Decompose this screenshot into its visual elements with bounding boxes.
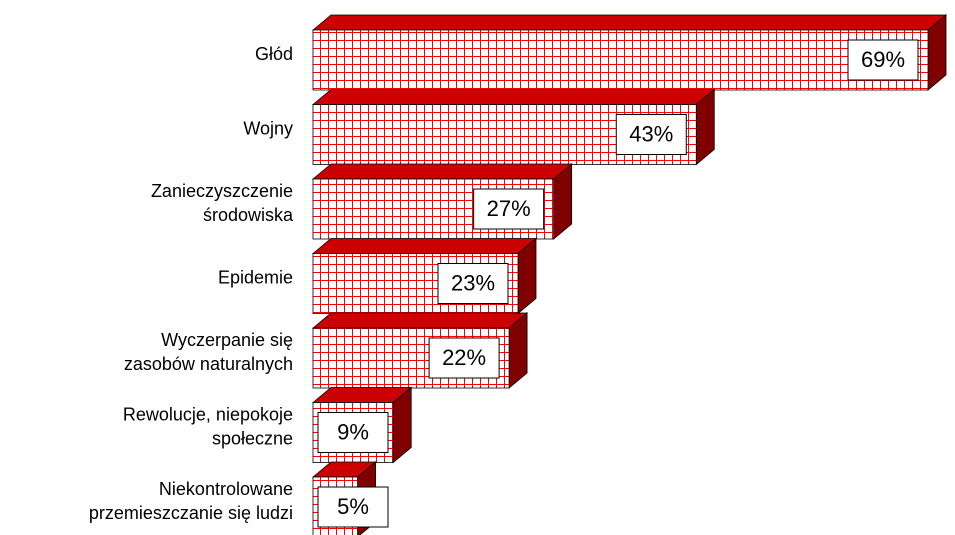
value-label-box	[473, 188, 545, 230]
value-label: 27%	[487, 196, 531, 221]
category-label: Zanieczyszczenie środowiska	[151, 181, 294, 225]
category-label: Rewolucje, niepokoje społeczne	[123, 404, 293, 448]
value-label: 9%	[337, 419, 369, 444]
category-label: Wojny	[243, 118, 293, 138]
value-label: 69%	[861, 47, 905, 72]
bar-top	[311, 163, 573, 180]
bar-top	[311, 238, 538, 254]
category-label: Epidemie	[218, 267, 293, 287]
bar-top	[311, 14, 948, 31]
bar-top	[311, 89, 716, 105]
value-label: 22%	[442, 345, 486, 370]
value-label: 5%	[337, 494, 369, 519]
value-label-box	[317, 412, 389, 453]
value-label-box	[428, 337, 500, 379]
value-label-box	[317, 486, 389, 528]
category-label: Niekontrolowane przemieszczanie się ludzi	[89, 479, 293, 523]
value-label: 43%	[629, 121, 673, 146]
value-label-box	[437, 263, 509, 304]
category-label: Głód	[255, 44, 293, 64]
bar-top	[311, 312, 529, 329]
value-label-box	[847, 39, 919, 81]
bar	[312, 29, 929, 91]
category-label: Wyczerpanie się zasobów naturalnych	[124, 330, 293, 374]
value-label-box	[615, 114, 687, 155]
value-label: 23%	[451, 270, 495, 295]
